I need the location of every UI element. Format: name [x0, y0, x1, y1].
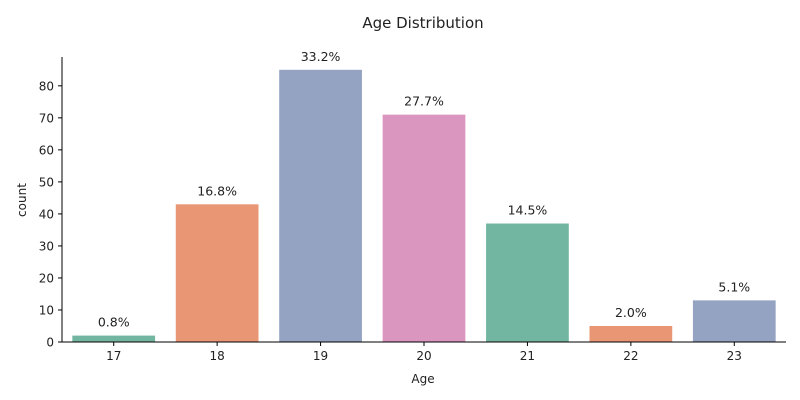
y-axis-ticks: 0 10 20 30 40 50 60 70 80 — [39, 79, 62, 350]
y-tick-label-30: 30 — [39, 239, 54, 253]
data-label-17: 0.8% — [98, 315, 130, 330]
data-label-21: 14.5% — [508, 203, 548, 218]
data-label-22: 2.0% — [615, 305, 647, 320]
y-tick-label-40: 40 — [39, 207, 54, 221]
bar-21 — [486, 223, 569, 342]
data-label-18: 16.8% — [197, 183, 237, 198]
x-axis-ticks: 17 18 19 20 21 22 23 — [106, 342, 742, 363]
y-tick-label-60: 60 — [39, 143, 54, 157]
x-tick-label-19: 19 — [313, 349, 328, 363]
y-tick-label-10: 10 — [39, 303, 54, 317]
x-tick-label-23: 23 — [727, 349, 742, 363]
x-tick-label-18: 18 — [210, 349, 225, 363]
bar-23 — [692, 300, 776, 342]
y-tick-label-20: 20 — [39, 271, 54, 285]
bar-18 — [175, 204, 259, 342]
y-tick-label-0: 0 — [46, 336, 54, 350]
bar-19 — [279, 69, 362, 342]
chart-title: Age Distribution — [362, 14, 483, 32]
data-label-20: 27.7% — [404, 94, 444, 109]
y-tick-label-50: 50 — [39, 175, 54, 189]
data-label-19: 33.2% — [301, 49, 341, 64]
bars-group — [72, 69, 776, 343]
bar-20 — [382, 114, 466, 343]
y-axis-label: count — [15, 183, 29, 217]
x-tick-label-21: 21 — [520, 349, 535, 363]
bar-22 — [589, 325, 673, 342]
x-tick-label-20: 20 — [416, 349, 431, 363]
bar-17 — [72, 335, 156, 342]
data-label-23: 5.1% — [718, 279, 750, 294]
data-labels-group: 0.8% 16.8% 33.2% 27.7% 14.5% 2.0% 5.1% — [98, 49, 750, 330]
x-axis-label: Age — [411, 372, 434, 386]
x-tick-label-17: 17 — [106, 349, 121, 363]
y-tick-label-70: 70 — [39, 111, 54, 125]
x-tick-label-22: 22 — [623, 349, 638, 363]
y-tick-label-80: 80 — [39, 79, 54, 93]
